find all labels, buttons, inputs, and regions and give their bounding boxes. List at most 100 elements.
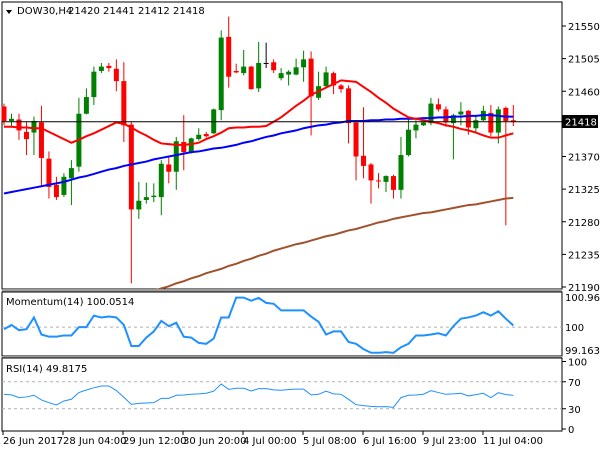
candle-body bbox=[263, 62, 269, 64]
rsi-series bbox=[2, 381, 562, 410]
rsi-axis: 100 70 30 0 bbox=[562, 358, 587, 436]
symbol-label: DOW30,H4 bbox=[17, 6, 72, 17]
price-tick-label: 21460 bbox=[568, 87, 600, 98]
rsi-panel[interactable]: 100 70 30 0 RSI(14) 49.8175 bbox=[1, 357, 587, 437]
candle-body bbox=[405, 129, 411, 156]
candle bbox=[405, 116, 411, 157]
candle bbox=[435, 98, 441, 112]
candle-body bbox=[503, 107, 509, 121]
candle bbox=[181, 115, 187, 171]
chart-title: DOW30,H4 21420 21441 21412 21418 bbox=[6, 6, 205, 17]
candle-body bbox=[106, 65, 112, 69]
candle-body bbox=[31, 120, 37, 133]
candle-body bbox=[495, 109, 501, 133]
candle-body bbox=[158, 163, 164, 198]
candle-body bbox=[308, 58, 314, 97]
candle bbox=[136, 181, 142, 219]
candle-body bbox=[256, 62, 262, 89]
candle bbox=[293, 58, 299, 76]
candle bbox=[263, 42, 269, 69]
price-tick-label: 21235 bbox=[568, 250, 600, 261]
time-tick-label: 28 Jun 04:00 bbox=[63, 436, 127, 447]
candle bbox=[248, 65, 254, 90]
time-tick-label: 9 Jul 23:00 bbox=[423, 436, 477, 447]
candle-body bbox=[435, 104, 441, 110]
rsi-tick-label: 70 bbox=[568, 378, 581, 389]
rsi-title: RSI(14) 49.8175 bbox=[6, 364, 87, 375]
candle-body bbox=[361, 155, 367, 166]
candle bbox=[278, 68, 284, 81]
candle-body bbox=[8, 118, 14, 121]
panel-separator[interactable] bbox=[2, 356, 562, 358]
candle bbox=[91, 66, 97, 106]
momentum-tick-label: 100.9695 bbox=[565, 293, 600, 304]
candle bbox=[420, 121, 426, 127]
candle bbox=[488, 105, 494, 137]
momentum-series bbox=[2, 296, 562, 354]
time-tick-label: 5 Jul 08:00 bbox=[303, 436, 357, 447]
candle-body bbox=[91, 71, 97, 98]
candle bbox=[286, 70, 292, 86]
candle bbox=[241, 49, 247, 76]
candle-body bbox=[331, 73, 337, 86]
candle bbox=[203, 131, 209, 138]
candle bbox=[226, 16, 232, 88]
candle-body bbox=[203, 134, 209, 137]
time-tick-label: 11 Jul 04:00 bbox=[483, 436, 543, 447]
candle bbox=[166, 156, 172, 184]
candle-body bbox=[166, 164, 172, 172]
candle-body bbox=[376, 180, 381, 182]
candle-body bbox=[218, 37, 224, 111]
candle-body bbox=[248, 66, 254, 90]
candle-body bbox=[458, 111, 464, 115]
dropdown-triangle-icon[interactable] bbox=[6, 10, 12, 14]
candle bbox=[233, 63, 239, 74]
candle bbox=[38, 105, 44, 187]
candle-body bbox=[428, 103, 434, 124]
candle-body bbox=[16, 119, 22, 131]
price-tick-label: 21370 bbox=[568, 153, 600, 164]
candle-body bbox=[465, 110, 471, 128]
ma-mid-line bbox=[3, 114, 514, 195]
candle bbox=[413, 120, 419, 139]
momentum-tick-label: 100 bbox=[565, 323, 584, 334]
momentum-panel[interactable]: 100.9695 100 99.1639 Momentum(14) 100.0514 bbox=[1, 291, 600, 357]
candle-body bbox=[510, 120, 516, 122]
time-tick-label: 26 Jun 2017 bbox=[3, 436, 63, 447]
price-tick-label: 21190 bbox=[568, 283, 600, 294]
candle-body bbox=[450, 115, 456, 124]
candle-body bbox=[278, 73, 284, 79]
candle bbox=[61, 173, 67, 198]
price-panel[interactable]: 21550 21505 21460 21370 21325 21280 21235 21190… bbox=[1, 1, 600, 294]
candle-body bbox=[23, 131, 29, 140]
candle-body bbox=[443, 109, 449, 123]
rsi-tick-label: 0 bbox=[568, 425, 574, 436]
candle-body bbox=[136, 200, 142, 210]
candle bbox=[376, 173, 381, 189]
rsi-line bbox=[3, 383, 514, 408]
candle bbox=[188, 137, 194, 154]
candle-body bbox=[61, 176, 67, 195]
candle-body bbox=[353, 122, 359, 157]
candle-body bbox=[473, 120, 479, 129]
candle-body bbox=[226, 36, 232, 77]
candle bbox=[98, 62, 104, 74]
candle bbox=[46, 151, 52, 199]
candle bbox=[361, 107, 367, 179]
candle bbox=[106, 62, 112, 72]
candle bbox=[53, 176, 59, 200]
momentum-axis: 100.9695 100 99.1639 bbox=[565, 293, 600, 357]
price-axis: 21550 21505 21460 21370 21325 21280 21235 21190 bbox=[562, 22, 600, 294]
current-price-label: 21418 bbox=[565, 118, 597, 129]
price-tick-label: 21325 bbox=[568, 185, 600, 196]
candle-body bbox=[271, 62, 277, 71]
panel-separator[interactable] bbox=[2, 289, 562, 292]
candle-body bbox=[98, 66, 104, 71]
time-tick-label: 4 Jul 00:00 bbox=[243, 436, 297, 447]
price-tick-label: 21550 bbox=[568, 22, 600, 33]
candle-body bbox=[83, 97, 89, 114]
candle bbox=[301, 50, 307, 82]
price-tick-label: 21505 bbox=[568, 55, 600, 66]
